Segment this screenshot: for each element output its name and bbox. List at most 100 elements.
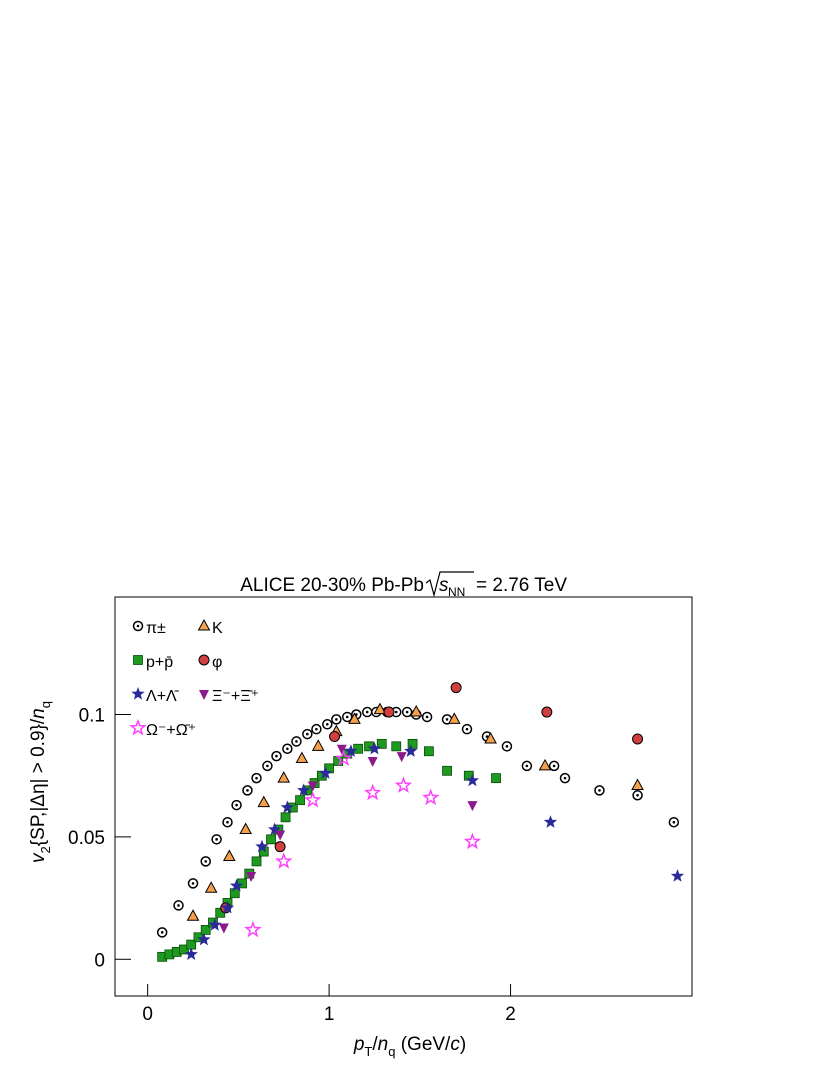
data-point (208, 918, 222, 931)
y-tick-label: 0.05 (68, 828, 105, 849)
data-point (559, 772, 571, 784)
data-point (442, 765, 452, 776)
data-point (450, 682, 462, 694)
x-label-part: / (372, 1034, 378, 1055)
legend-label: Ω⁻+Ω̄⁺ (146, 722, 196, 739)
data-point (521, 760, 533, 772)
data-point (266, 834, 276, 845)
x-label-part: ) (460, 1034, 466, 1055)
data-point (548, 760, 560, 772)
data-point (543, 815, 558, 828)
marker-dot (325, 722, 329, 726)
marker-dot (160, 931, 164, 934)
data-point (291, 736, 302, 747)
data-point (421, 711, 433, 723)
y-axis-label: v2{SP,|Δη| > 0.9}/nq (28, 701, 53, 863)
data-point (632, 733, 644, 745)
marker-dot (226, 820, 229, 824)
marker-dot (485, 735, 489, 738)
marker-dot (563, 776, 567, 780)
data-point (302, 728, 313, 740)
data-point (491, 773, 501, 784)
data-point (304, 791, 322, 808)
data-point (331, 714, 342, 725)
legend-marker (199, 690, 209, 700)
data-point (295, 795, 305, 806)
data-point (187, 878, 199, 889)
marker-dot (255, 776, 258, 780)
data-point (218, 923, 229, 934)
legend-label: p+p̄ (146, 654, 173, 671)
data-point (467, 801, 478, 812)
data-point (465, 773, 480, 787)
title-sqrt-arg: s (439, 575, 449, 596)
data-point (295, 751, 309, 764)
data-point (280, 812, 291, 823)
data-point (373, 702, 387, 715)
data-point (200, 856, 211, 867)
legend-label: K (212, 620, 223, 637)
data-point (275, 852, 293, 869)
marker-dot (191, 882, 195, 885)
chart-title: ALICE 20-30% Pb-Pb (240, 575, 424, 596)
marker-dot (525, 764, 529, 768)
data-point (275, 830, 286, 841)
data-point (463, 832, 482, 850)
data-point (242, 785, 253, 796)
data-point (173, 900, 184, 911)
data-point (277, 771, 291, 783)
data-point (461, 723, 473, 735)
marker-dot (672, 820, 676, 824)
data-point (396, 752, 407, 763)
data-point (484, 731, 497, 744)
data-point (404, 744, 418, 757)
data-point (282, 743, 293, 755)
marker-dot (505, 745, 509, 748)
data-point (280, 800, 294, 814)
data-point (197, 932, 211, 946)
data-point (257, 795, 271, 808)
marker-dot (552, 764, 556, 768)
data-point (353, 743, 364, 754)
legend-marker (198, 654, 210, 666)
marker-dot (405, 710, 409, 714)
marker-dot (215, 838, 218, 841)
x-label-part: p (353, 1034, 365, 1055)
legend-label: Λ+Λ̄ (146, 688, 180, 705)
marker-dot (306, 732, 309, 736)
x-tick-label: 1 (324, 1004, 335, 1025)
data-point (311, 723, 322, 735)
data-point (363, 783, 382, 801)
marker-dot (315, 727, 318, 731)
y-tick-label: 0 (94, 950, 105, 971)
marker-dot (246, 789, 249, 792)
data-point (246, 872, 257, 883)
marker-dot (136, 624, 140, 628)
y-tick-label: 0.1 (79, 705, 105, 726)
data-point (251, 856, 262, 867)
x-label-part: T (364, 1044, 372, 1059)
data-point (538, 758, 552, 771)
data-point (376, 738, 387, 749)
data-point (344, 744, 358, 757)
data-point (239, 822, 252, 835)
data-point (501, 741, 513, 752)
marker-dot (235, 803, 238, 807)
marker-dot (636, 793, 639, 797)
data-point (307, 781, 318, 792)
marker-dot (266, 764, 269, 768)
data-point (631, 778, 644, 790)
data-point (367, 741, 382, 755)
data-point (668, 816, 680, 828)
marker-dot (335, 718, 338, 721)
marker-dot (425, 715, 429, 719)
data-point (229, 878, 244, 892)
marker-dot (465, 727, 469, 731)
legend-label: φ (212, 654, 222, 671)
data-point (311, 739, 325, 751)
y-label-part: v (28, 852, 49, 863)
legend-marker (129, 718, 147, 736)
data-point (447, 712, 461, 724)
data-point (409, 705, 423, 717)
